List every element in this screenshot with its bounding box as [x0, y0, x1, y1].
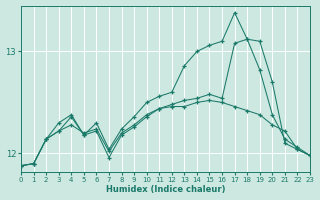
X-axis label: Humidex (Indice chaleur): Humidex (Indice chaleur) — [106, 185, 225, 194]
